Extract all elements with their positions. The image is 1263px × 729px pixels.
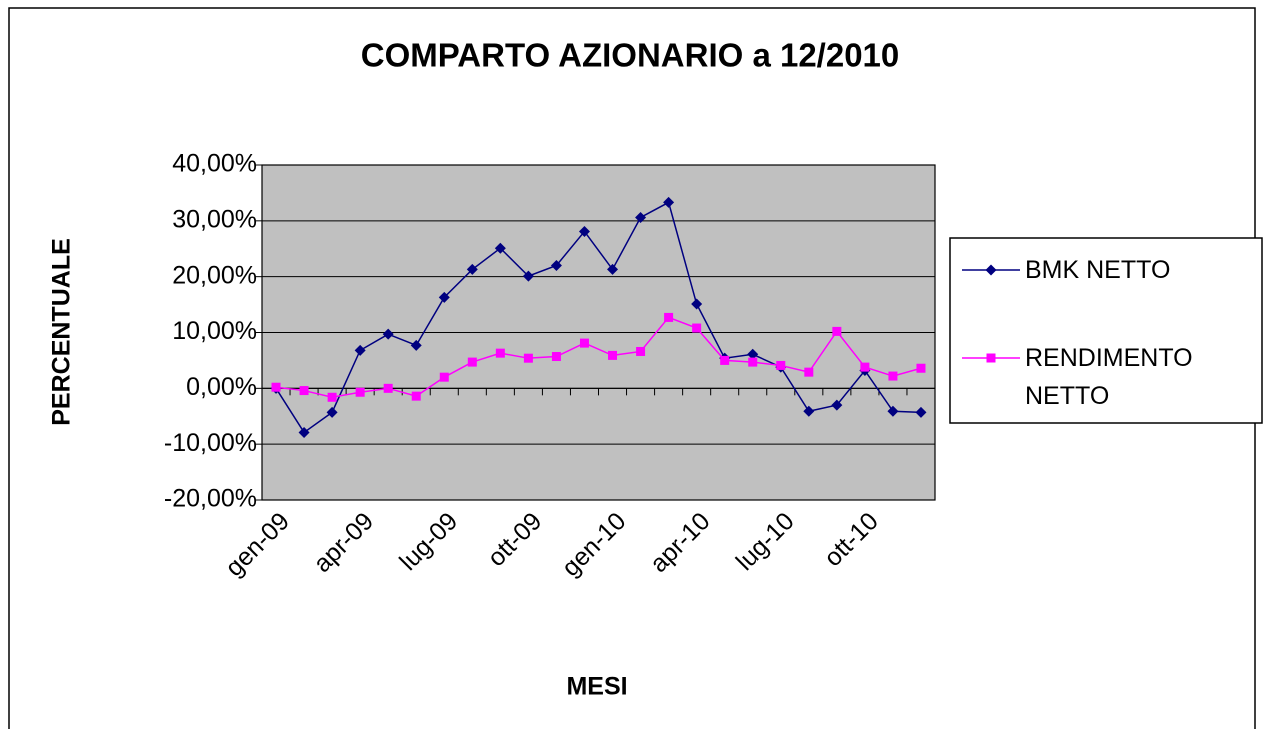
marker xyxy=(692,323,702,333)
marker xyxy=(326,406,338,418)
marker xyxy=(635,211,647,223)
marker xyxy=(327,392,337,402)
marker xyxy=(578,225,590,237)
y-tick-label: 0,00% xyxy=(186,373,257,401)
marker xyxy=(551,352,561,362)
marker xyxy=(664,312,674,322)
legend-label: RENDIMENTO NETTO xyxy=(1025,344,1193,410)
legend-box xyxy=(949,237,1263,424)
marker xyxy=(438,291,450,303)
marker xyxy=(495,348,505,358)
marker xyxy=(803,405,815,417)
y-tick-label: 20,00% xyxy=(172,261,257,289)
marker xyxy=(776,360,786,370)
marker xyxy=(636,346,646,356)
marker xyxy=(663,196,675,208)
y-tick-label: -10,00% xyxy=(164,429,257,457)
marker xyxy=(354,344,366,356)
marker xyxy=(299,386,309,396)
marker xyxy=(747,348,759,360)
marker xyxy=(523,353,533,363)
marker xyxy=(985,264,997,276)
marker xyxy=(550,260,562,271)
marker xyxy=(860,362,870,372)
marker xyxy=(467,357,477,367)
marker xyxy=(298,426,310,438)
series-line xyxy=(275,201,922,434)
marker xyxy=(439,372,449,382)
marker xyxy=(888,371,898,381)
marker xyxy=(832,326,842,336)
y-tick-label: 30,00% xyxy=(172,205,257,233)
x-axis-label: MESI xyxy=(566,673,627,701)
series-line xyxy=(275,316,922,399)
y-tick-label: 40,00% xyxy=(172,150,257,178)
marker xyxy=(271,382,281,392)
marker xyxy=(986,353,996,363)
y-tick-label: -20,00% xyxy=(164,485,257,513)
marker xyxy=(691,298,703,310)
y-axis-label: PERCENTUALE xyxy=(48,238,76,426)
marker xyxy=(804,367,814,377)
legend-label: BMK NETTO xyxy=(1025,256,1171,284)
marker xyxy=(382,328,394,340)
marker xyxy=(916,363,926,373)
marker xyxy=(410,339,422,351)
marker xyxy=(579,338,589,348)
marker xyxy=(608,350,618,360)
marker xyxy=(915,406,927,418)
marker xyxy=(411,391,421,401)
marker xyxy=(831,399,843,411)
chart-title: COMPARTO AZIONARIO a 12/2010 xyxy=(361,37,900,74)
y-tick-label: 10,00% xyxy=(172,317,257,345)
marker xyxy=(887,405,899,417)
marker xyxy=(607,263,619,275)
marker xyxy=(748,357,758,367)
marker xyxy=(522,270,534,282)
marker xyxy=(494,242,506,254)
marker xyxy=(383,383,393,393)
marker xyxy=(355,387,365,397)
marker xyxy=(720,355,730,365)
marker xyxy=(466,263,478,275)
